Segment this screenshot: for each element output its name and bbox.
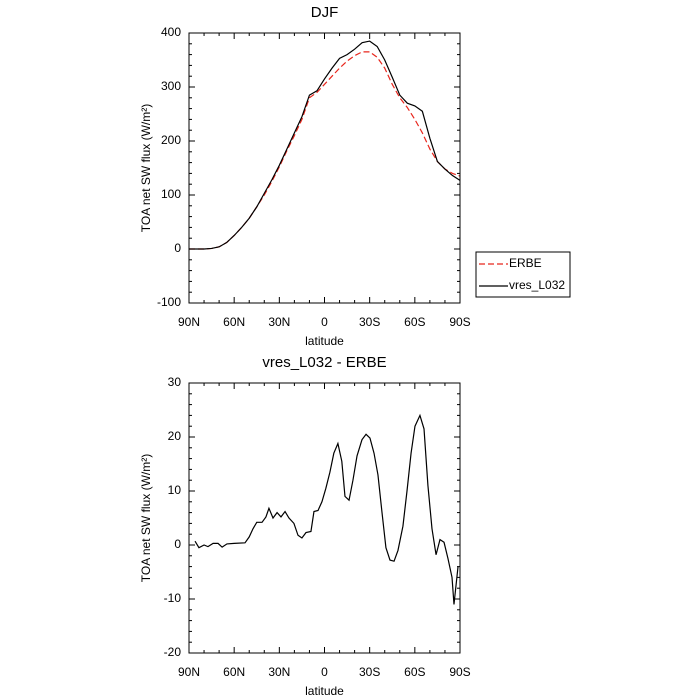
chart-title: vres_L032 - ERBE [262,354,386,371]
x-tick-label: 30S [359,315,380,329]
y-axis-label: TOA net SW flux (W/m²) [139,454,153,582]
y-tick-label: -10 [164,591,182,605]
y-tick-label: 400 [161,25,181,39]
x-tick-label: 60S [404,665,425,679]
x-tick-label: 30S [359,665,380,679]
y-tick-label: -20 [164,645,182,659]
y-tick-label: 0 [174,537,181,551]
y-tick-label: 300 [161,79,181,93]
data-line [189,51,461,250]
legend-box [475,251,571,298]
x-axis-label: latitude [305,684,344,698]
x-tick-label: 0 [321,315,328,329]
data-line [194,413,459,605]
y-tick-label: 200 [161,133,181,147]
plot-frame [188,32,461,304]
y-tick-label: 0 [174,241,181,255]
y-tick-label: -100 [157,295,181,309]
x-tick-label: 30N [268,315,290,329]
y-tick-label: 10 [168,483,182,497]
legend-label: vres_L032 [509,278,565,292]
x-tick-label: 60N [223,315,245,329]
x-tick-label: 90N [178,315,200,329]
y-tick-label: 100 [161,187,181,201]
x-tick-label: 60S [404,315,425,329]
y-tick-label: 20 [168,429,182,443]
y-tick-label: 30 [168,375,182,389]
x-tick-label: 60N [223,665,245,679]
x-tick-label: 90S [449,315,470,329]
x-tick-label: 0 [321,665,328,679]
x-axis-label: latitude [305,334,344,348]
legend-label: ERBE [509,256,542,270]
y-axis-label: TOA net SW flux (W/m²) [139,104,153,232]
plot-frame [188,382,461,654]
data-line [189,40,461,250]
x-tick-label: 90S [449,665,470,679]
x-tick-label: 30N [268,665,290,679]
chart-title: DJF [311,4,339,21]
x-tick-label: 90N [178,665,200,679]
